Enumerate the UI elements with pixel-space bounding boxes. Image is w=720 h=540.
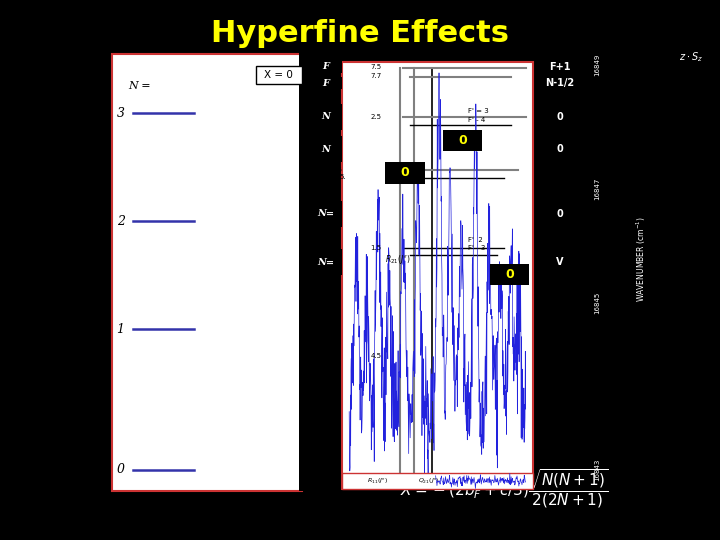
Bar xyxy=(536,136,583,162)
Text: 16847: 16847 xyxy=(595,178,600,200)
Text: 2.5: 2.5 xyxy=(371,113,382,120)
Bar xyxy=(536,104,583,130)
Bar xyxy=(310,77,342,89)
Bar xyxy=(256,66,302,84)
Text: 16843: 16843 xyxy=(595,458,600,481)
Bar xyxy=(536,249,583,275)
Bar xyxy=(310,61,342,73)
Bar xyxy=(342,472,533,489)
Text: 5.: 5. xyxy=(339,174,346,180)
Text: N =: N = xyxy=(128,82,150,91)
Text: 0: 0 xyxy=(400,166,410,179)
Text: 16849: 16849 xyxy=(595,53,600,76)
Text: $\tilde{A}\ ^{2}\Sigma^{+}$: $\tilde{A}\ ^{2}\Sigma^{+}$ xyxy=(185,26,228,46)
Bar xyxy=(385,162,425,184)
Text: N=: N= xyxy=(318,258,334,267)
Text: 6.5: 6.5 xyxy=(331,122,342,129)
Text: $X = -(2b_F + c/3)\dfrac{\sqrt{N(N+1)}}{2(2N+1)}$: $X = -(2b_F + c/3)\dfrac{\sqrt{N(N+1)}}{… xyxy=(400,468,608,510)
Bar xyxy=(536,77,583,89)
Text: 5.5: 5.5 xyxy=(331,167,342,173)
Text: N: N xyxy=(321,112,330,121)
Bar xyxy=(536,61,583,73)
Bar xyxy=(490,264,529,285)
Bar xyxy=(536,201,583,227)
Text: N: N xyxy=(321,145,330,153)
Bar xyxy=(310,104,342,130)
Text: 0: 0 xyxy=(505,268,514,281)
Text: F' = 3: F' = 3 xyxy=(468,107,489,114)
Text: Hyperfine Effects: Hyperfine Effects xyxy=(211,19,509,48)
Text: 0: 0 xyxy=(117,463,125,476)
Text: N=: N= xyxy=(318,210,334,218)
Text: 1.5: 1.5 xyxy=(371,245,382,251)
Text: F+1: F+1 xyxy=(549,62,570,72)
Text: WAVENUMBER (cm$^{-1}$): WAVENUMBER (cm$^{-1}$) xyxy=(634,217,647,302)
Text: Energy: Energy xyxy=(58,248,71,292)
Text: N-1/2: N-1/2 xyxy=(545,78,575,88)
Text: 4.5: 4.5 xyxy=(371,353,382,360)
Text: F'  2: F' 2 xyxy=(468,237,482,244)
Bar xyxy=(310,249,342,275)
Bar xyxy=(112,54,302,491)
Bar xyxy=(443,130,482,151)
Text: X = 0: X = 0 xyxy=(264,70,293,80)
Text: 0: 0 xyxy=(557,112,563,122)
Text: 7.5: 7.5 xyxy=(371,64,382,70)
Text: $z\cdot S_z$: $z\cdot S_z$ xyxy=(679,50,703,64)
Text: F: F xyxy=(323,79,329,87)
Bar xyxy=(342,62,533,489)
Text: 6.5: 6.5 xyxy=(331,114,342,120)
Text: V: V xyxy=(556,258,564,267)
Text: 0: 0 xyxy=(458,134,467,147)
Text: 0: 0 xyxy=(557,144,563,154)
Bar xyxy=(299,49,720,491)
Text: F: F xyxy=(323,63,329,71)
Text: 16845: 16845 xyxy=(595,291,600,314)
Text: 1: 1 xyxy=(117,323,125,336)
Text: $R_{21}(J'')$: $R_{21}(J'')$ xyxy=(385,253,411,266)
Text: 3: 3 xyxy=(117,107,125,120)
Text: 7.7: 7.7 xyxy=(370,73,382,79)
Text: $Q_{21}(J'')$: $Q_{21}(J'')$ xyxy=(418,476,439,485)
Text: 0: 0 xyxy=(557,209,563,219)
Text: $R_{11}(J'')$: $R_{11}(J'')$ xyxy=(367,476,389,485)
Text: F' - 3: F' - 3 xyxy=(468,245,485,252)
Bar xyxy=(310,201,342,227)
Text: 4.5: 4.5 xyxy=(331,361,342,368)
Text: F' - 4: F' - 4 xyxy=(468,117,485,123)
Text: 2: 2 xyxy=(117,215,125,228)
Bar xyxy=(310,136,342,162)
